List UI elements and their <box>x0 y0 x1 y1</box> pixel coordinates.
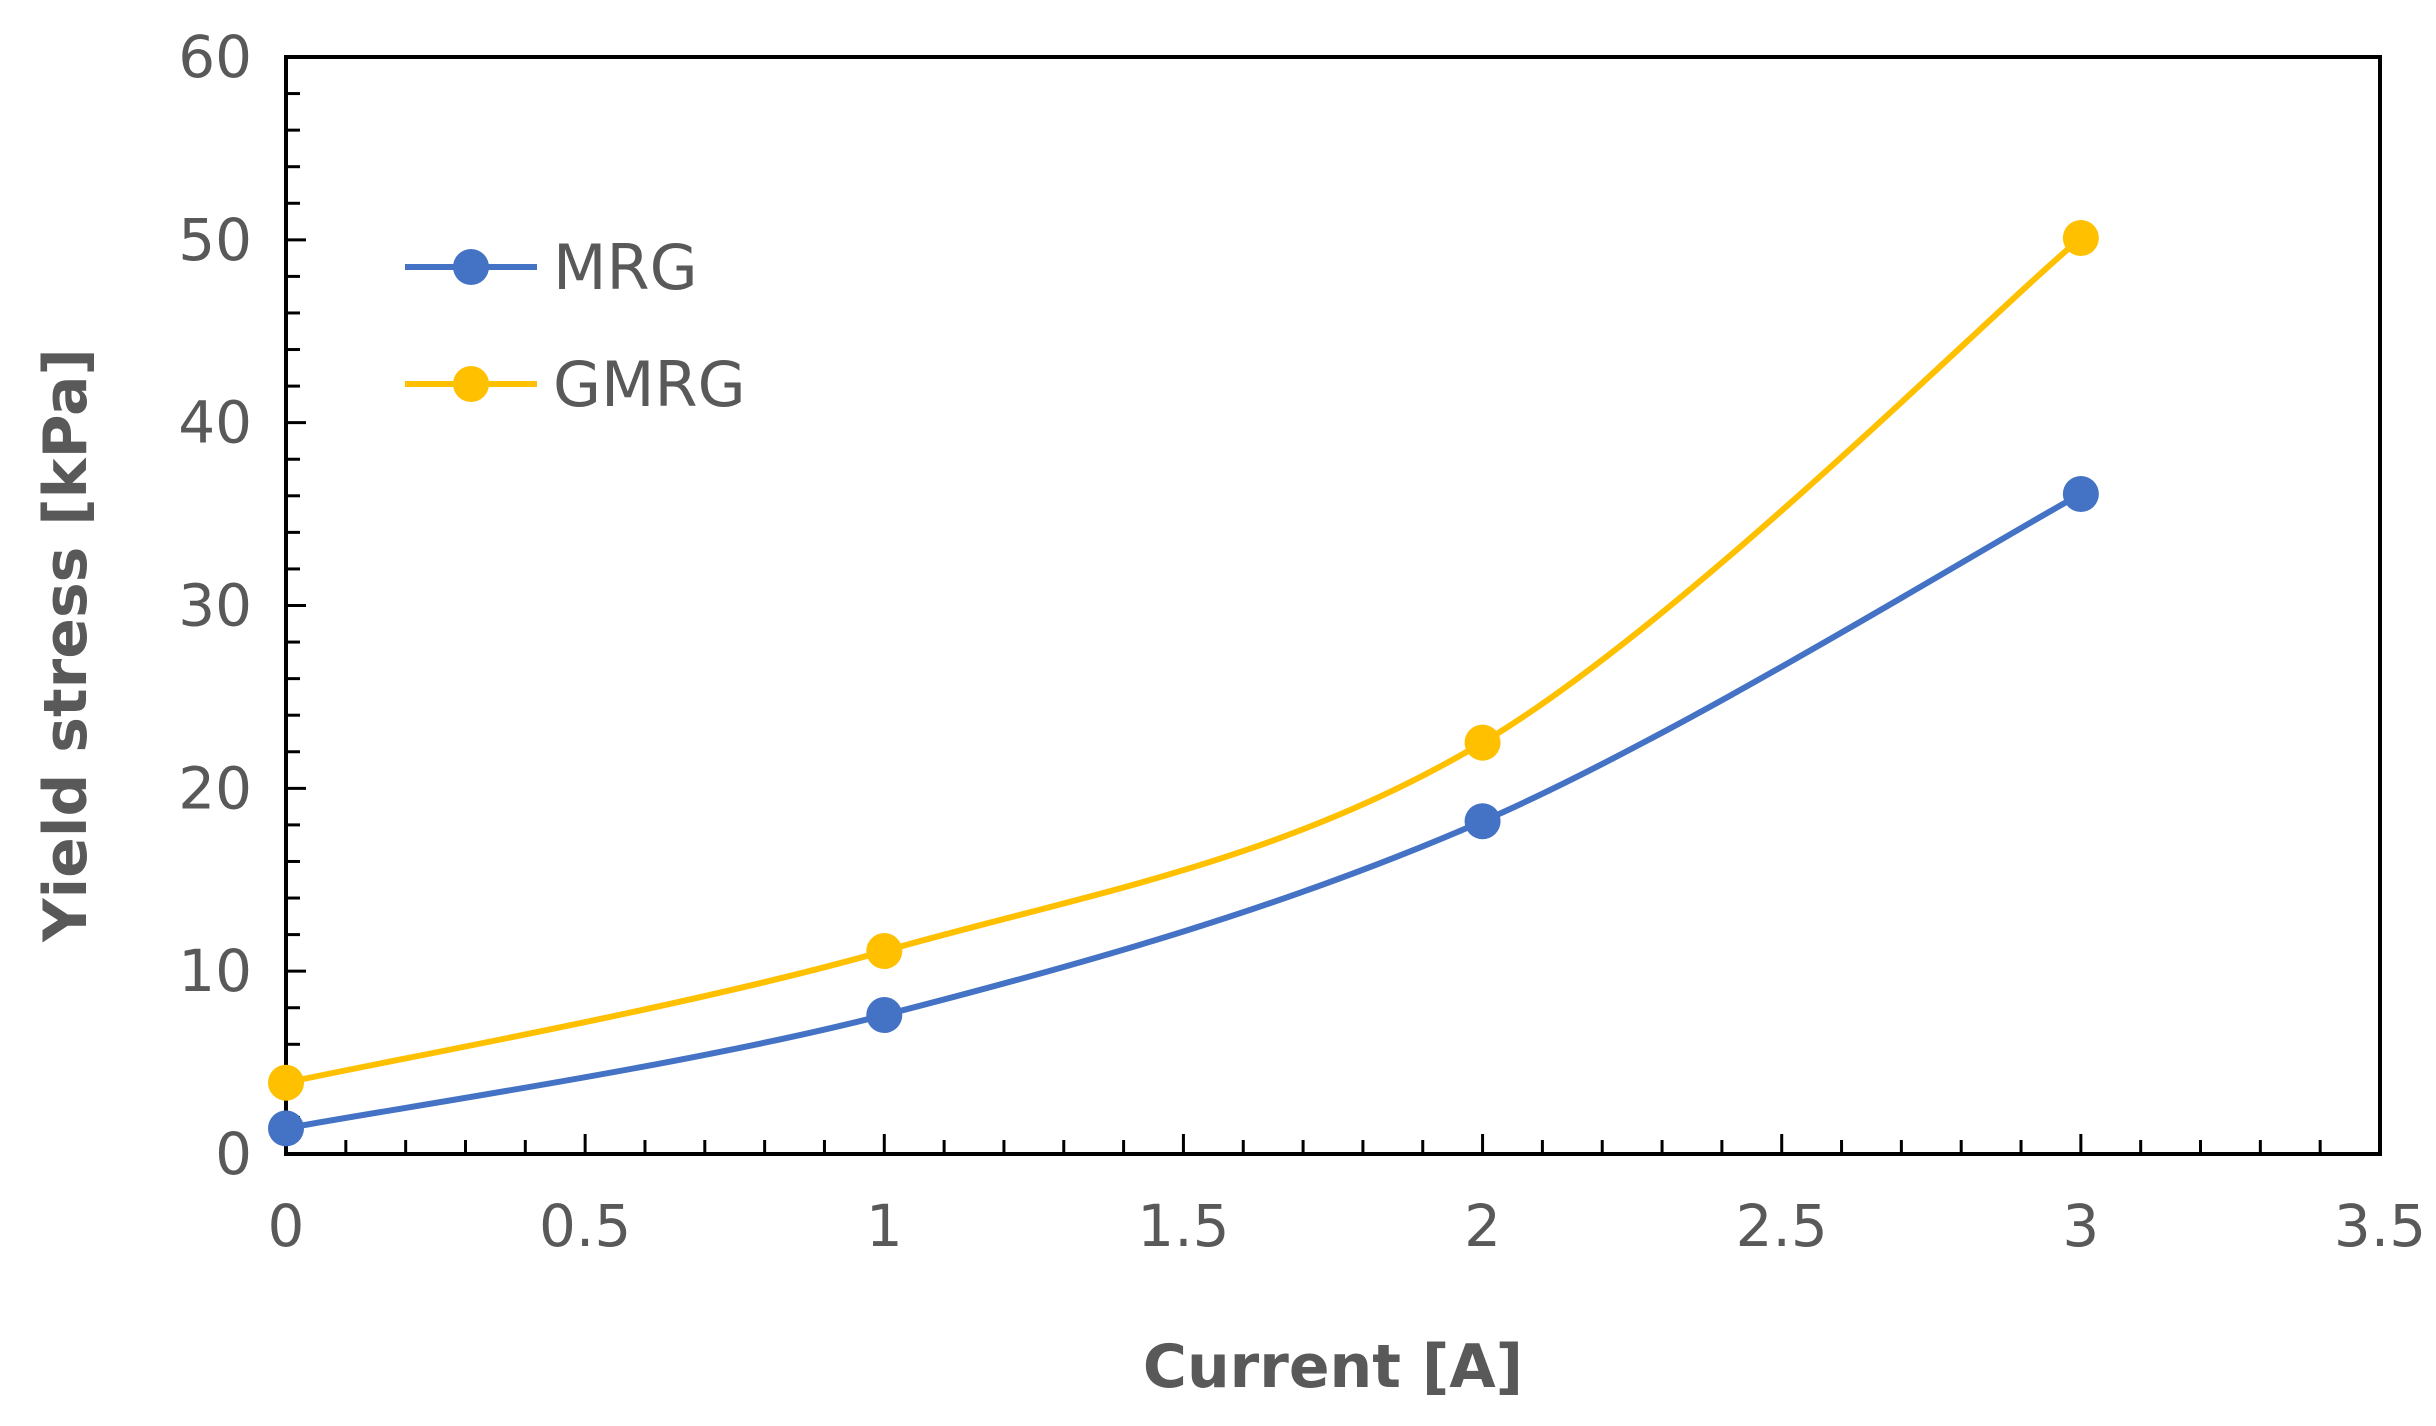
data-point-gmrg <box>2062 220 2099 257</box>
x-tick-label: 2 <box>1464 1192 1501 1260</box>
x-tick-label: 1 <box>866 1192 903 1260</box>
x-axis-tick-labels: 0 0.5 1 1.5 2 2.5 3 3.5 <box>268 1192 2427 1260</box>
series-lines <box>283 235 2084 1132</box>
y-tick-label: 0 <box>215 1120 252 1188</box>
data-point-mrg <box>1464 803 1501 840</box>
x-axis-title: Current [A] <box>1143 1332 1523 1402</box>
legend-marker-mrg <box>453 249 489 285</box>
x-tick-label: 2.5 <box>1736 1192 1828 1260</box>
data-point-gmrg <box>1464 724 1501 761</box>
y-tick-label: 60 <box>178 23 252 91</box>
legend-label-mrg: MRG <box>553 231 698 304</box>
series-line-gmrg <box>283 235 2084 1086</box>
y-tick-label: 10 <box>178 937 252 1005</box>
y-tick-label: 20 <box>178 754 252 822</box>
y-tick-label: 30 <box>178 572 252 640</box>
axis-ticks <box>284 55 2382 1156</box>
data-point-mrg <box>268 1110 304 1147</box>
data-point-gmrg <box>268 1064 304 1101</box>
data-points <box>268 220 2099 1147</box>
legend-marker-gmrg <box>453 366 489 402</box>
y-tick-label: 40 <box>178 389 252 457</box>
y-axis-title: Yield stress [kPa] <box>31 348 101 943</box>
plot-area-frame <box>284 55 2382 1156</box>
legend: MRG GMRG <box>405 231 746 421</box>
y-axis-tick-labels: 0 10 20 30 40 50 60 <box>178 23 252 1188</box>
x-tick-label: 1.5 <box>1137 1192 1229 1260</box>
data-point-mrg <box>866 997 903 1034</box>
data-point-mrg <box>2062 475 2099 512</box>
y-tick-label: 50 <box>178 206 252 274</box>
legend-label-gmrg: GMRG <box>553 348 746 421</box>
x-tick-label: 0.5 <box>539 1192 631 1260</box>
data-point-gmrg <box>866 933 903 970</box>
series-line-mrg <box>283 490 2084 1132</box>
x-tick-label: 3.5 <box>2334 1192 2426 1260</box>
x-tick-label: 3 <box>2062 1192 2099 1260</box>
x-tick-label: 0 <box>268 1192 305 1260</box>
